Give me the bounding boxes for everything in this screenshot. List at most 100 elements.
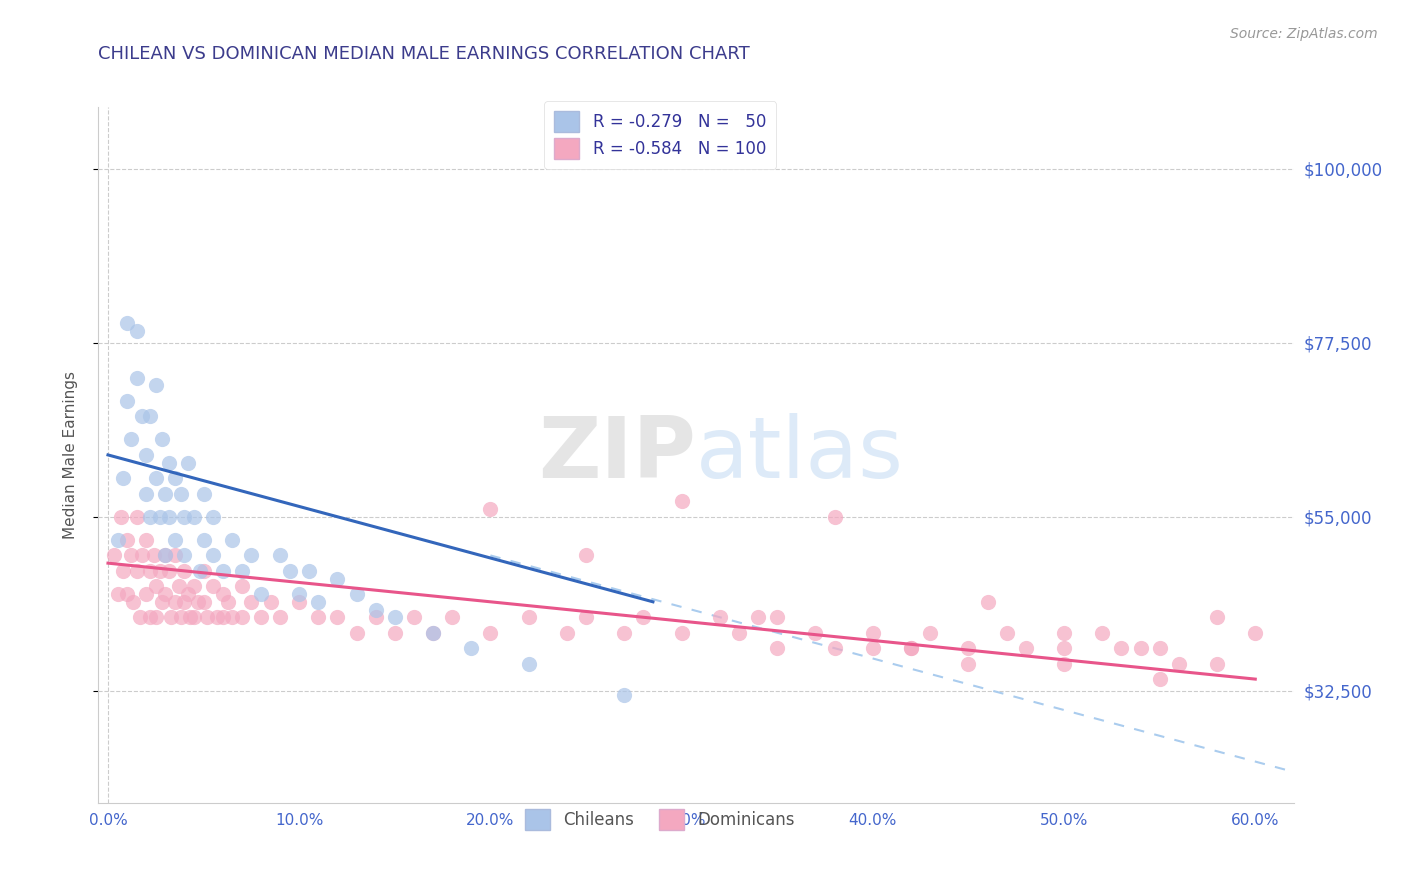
Point: [167, 579, 190, 593]
Point: [957, 641, 980, 656]
Point: [288, 595, 311, 609]
Point: [259, 595, 281, 609]
Point: [115, 533, 138, 547]
Point: [188, 564, 211, 578]
Point: [157, 456, 180, 470]
Point: [163, 471, 186, 485]
Point: [1091, 625, 1114, 640]
Point: [149, 564, 172, 578]
Point: [633, 610, 655, 624]
Legend: Chileans, Dominicans: Chileans, Dominicans: [519, 803, 801, 836]
Point: [135, 486, 157, 500]
Point: [900, 641, 922, 656]
Text: CHILEAN VS DOMINICAN MEDIAN MALE EARNINGS CORRELATION CHART: CHILEAN VS DOMINICAN MEDIAN MALE EARNING…: [98, 45, 751, 62]
Point: [422, 625, 444, 640]
Point: [163, 533, 186, 547]
Point: [900, 641, 922, 656]
Point: [575, 610, 598, 624]
Point: [107, 587, 129, 601]
Point: [824, 509, 846, 524]
Point: [671, 625, 693, 640]
Point: [479, 502, 502, 516]
Point: [250, 610, 273, 624]
Point: [169, 610, 191, 624]
Point: [862, 641, 884, 656]
Point: [179, 610, 201, 624]
Point: [240, 595, 263, 609]
Point: [155, 486, 177, 500]
Point: [139, 610, 162, 624]
Point: [157, 564, 180, 578]
Point: [517, 610, 540, 624]
Point: [107, 533, 129, 547]
Point: [163, 595, 186, 609]
Point: [326, 610, 349, 624]
Point: [1111, 641, 1133, 656]
Text: Source: ZipAtlas.com: Source: ZipAtlas.com: [1230, 27, 1378, 41]
Point: [135, 533, 157, 547]
Point: [671, 494, 693, 508]
Point: [145, 579, 167, 593]
Point: [326, 572, 349, 586]
Point: [173, 564, 195, 578]
Point: [129, 610, 152, 624]
Point: [157, 509, 180, 524]
Point: [231, 579, 253, 593]
Point: [145, 471, 167, 485]
Point: [1015, 641, 1038, 656]
Point: [269, 610, 291, 624]
Point: [862, 625, 884, 640]
Text: atlas: atlas: [696, 413, 904, 497]
Point: [995, 625, 1018, 640]
Point: [211, 610, 233, 624]
Point: [766, 641, 789, 656]
Point: [202, 509, 225, 524]
Point: [402, 610, 425, 624]
Point: [460, 641, 482, 656]
Point: [197, 610, 219, 624]
Point: [804, 625, 827, 640]
Point: [125, 324, 148, 338]
Point: [217, 595, 239, 609]
Point: [183, 610, 205, 624]
Y-axis label: Median Male Earnings: Median Male Earnings: [63, 371, 77, 539]
Point: [269, 549, 291, 563]
Point: [145, 378, 167, 392]
Point: [142, 549, 165, 563]
Point: [250, 587, 273, 601]
Point: [149, 509, 172, 524]
Point: [160, 610, 183, 624]
Point: [177, 587, 200, 601]
Point: [555, 625, 578, 640]
Point: [278, 564, 301, 578]
Point: [240, 549, 263, 563]
Point: [193, 533, 215, 547]
Text: ZIP: ZIP: [538, 413, 696, 497]
Point: [613, 625, 636, 640]
Point: [120, 433, 142, 447]
Point: [307, 610, 329, 624]
Point: [183, 579, 205, 593]
Point: [1129, 641, 1152, 656]
Point: [183, 509, 205, 524]
Point: [193, 486, 215, 500]
Point: [957, 657, 980, 671]
Point: [112, 471, 135, 485]
Point: [1149, 672, 1171, 686]
Point: [173, 595, 195, 609]
Point: [150, 595, 173, 609]
Point: [115, 393, 138, 408]
Point: [173, 549, 195, 563]
Point: [1149, 641, 1171, 656]
Point: [155, 587, 177, 601]
Point: [231, 564, 253, 578]
Point: [920, 625, 942, 640]
Point: [288, 587, 311, 601]
Point: [173, 509, 195, 524]
Point: [1206, 610, 1229, 624]
Point: [1244, 625, 1267, 640]
Point: [479, 625, 502, 640]
Point: [1167, 657, 1189, 671]
Point: [135, 448, 157, 462]
Point: [364, 610, 387, 624]
